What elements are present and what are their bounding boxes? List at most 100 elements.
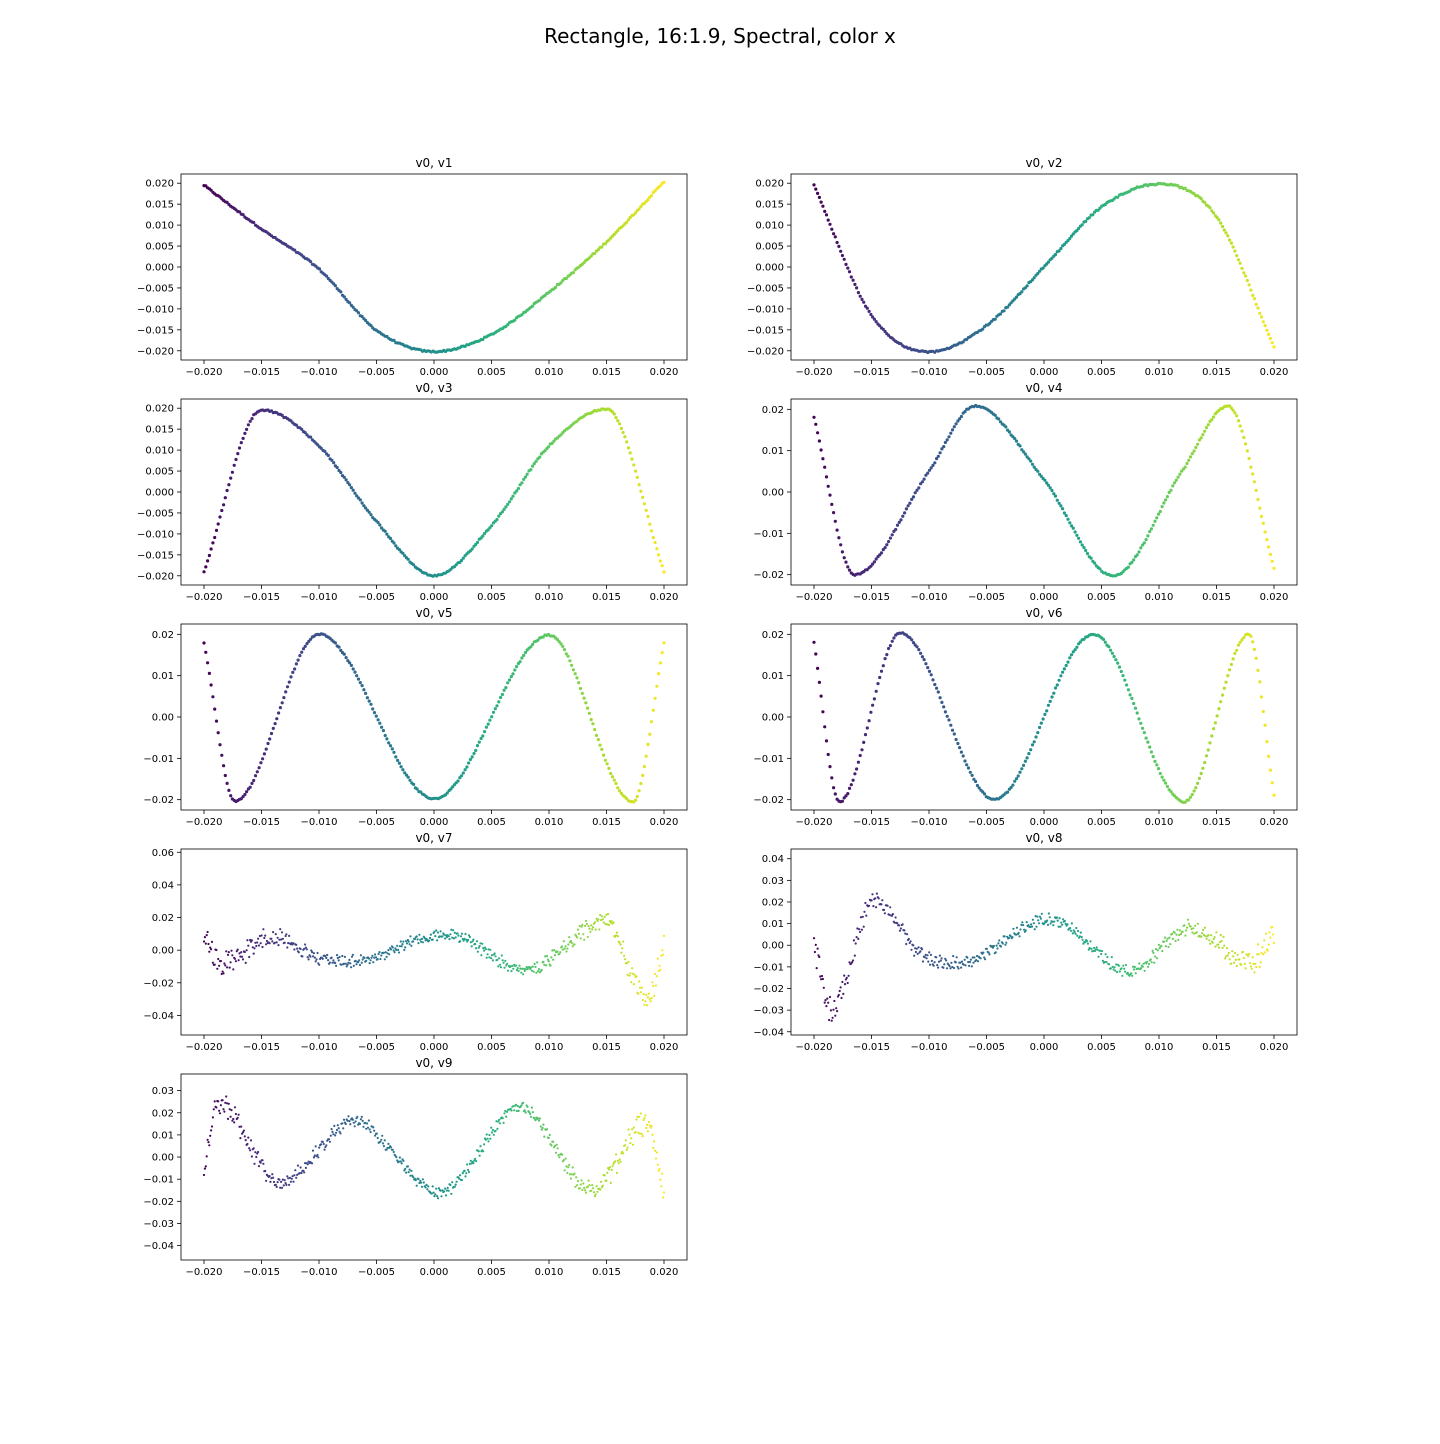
data-point [465,1172,468,1175]
data-point [470,1162,473,1165]
data-point [821,457,825,461]
data-point [209,547,213,551]
data-point [607,766,611,771]
data-point [358,681,362,685]
y-tick-label: 0.010 [145,221,174,232]
data-point [443,1190,446,1193]
data-point [913,491,917,495]
data-point [1165,495,1169,499]
data-point [1156,512,1161,516]
data-point [1022,450,1026,454]
data-point [465,765,469,769]
x-tick-label: −0.010 [300,817,337,828]
data-point [962,963,965,966]
data-point [1224,957,1227,960]
x-tick-label: −0.020 [795,367,832,378]
data-point [515,1109,519,1113]
data-point [1164,945,1167,948]
data-point [431,938,434,941]
data-point [300,650,304,654]
data-point [216,967,219,970]
data-point [920,480,925,484]
data-point [870,899,873,902]
data-point [515,665,519,669]
data-point [657,969,660,973]
data-point [1155,516,1159,520]
data-point [543,963,546,966]
data-point [223,773,227,778]
data-point [276,936,279,939]
data-point [637,207,641,211]
data-point [885,543,889,547]
data-point [287,1177,290,1180]
data-point [1030,462,1035,466]
data-point [545,1128,549,1131]
data-point [1257,953,1260,956]
data-point [1074,932,1077,935]
data-point [942,445,946,449]
y-tick-label: 0.005 [145,242,174,253]
data-point [464,1175,467,1178]
data-point [348,958,351,962]
data-point [1084,941,1087,944]
data-point [306,956,309,959]
data-point [405,1171,408,1174]
data-point [942,966,945,969]
data-point [636,1115,639,1118]
data-point [311,955,315,958]
data-point [651,1133,654,1136]
data-point [631,1128,634,1131]
scatter-points [812,631,1276,805]
data-point [1030,743,1035,747]
data-point [293,948,296,951]
data-point [594,1193,597,1196]
data-point [231,1119,234,1122]
data-point [634,211,638,215]
data-point [516,967,519,970]
data-point [846,565,850,569]
data-point [1041,266,1045,270]
data-point [403,948,406,952]
data-point [871,703,875,707]
data-point [607,923,611,927]
data-point [362,1125,365,1128]
data-point [1249,634,1253,638]
data-point [1075,926,1078,930]
x-tick-label: 0.005 [1087,817,1116,828]
data-point [1109,648,1113,652]
data-point [1203,200,1207,205]
data-point [1240,266,1244,270]
data-point [280,1186,284,1189]
data-point [1155,763,1159,767]
data-point [257,1150,260,1154]
data-point [1039,721,1043,725]
data-point [1062,511,1066,515]
data-point [294,423,298,427]
data-point [478,944,481,948]
data-point [1153,519,1157,523]
data-point [225,950,228,953]
data-point [852,939,856,942]
data-point [610,775,615,779]
data-point [274,1183,277,1186]
data-point [509,965,512,968]
data-point [588,1184,591,1187]
data-point [392,949,395,952]
data-point [1114,658,1118,662]
data-point [838,989,841,993]
subplot-title: v0, v4 [1025,381,1062,395]
subplot-title: v0, v5 [415,606,452,620]
data-point [896,922,899,925]
data-point [1188,795,1193,799]
data-point [863,733,868,737]
y-tick-label: −0.01 [753,529,784,540]
data-point [254,1151,257,1154]
data-point [614,781,618,786]
data-point [1104,953,1107,956]
data-point [327,1138,331,1141]
data-point [534,965,537,969]
axes-frame [180,1073,688,1261]
data-point [1236,643,1241,647]
data-point [459,774,464,778]
